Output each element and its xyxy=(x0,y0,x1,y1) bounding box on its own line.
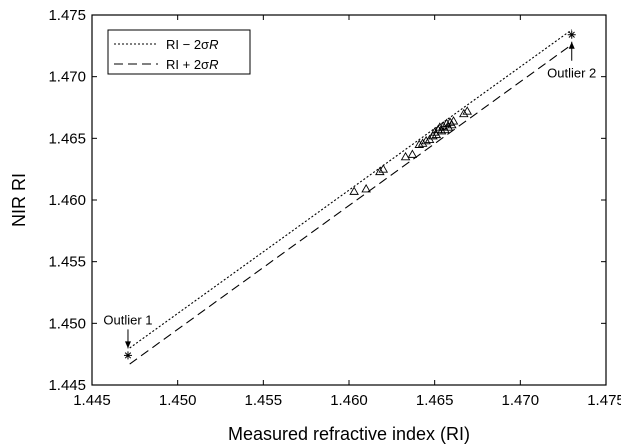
triangle-point xyxy=(440,124,450,134)
x-tick-label: 1.460 xyxy=(330,392,368,409)
y-axis-title: NIR RI xyxy=(9,173,29,227)
y-tick-label: 1.455 xyxy=(48,254,86,271)
triangle-point xyxy=(448,116,459,125)
triangle-point xyxy=(443,122,454,131)
series-line-dashed xyxy=(129,44,573,365)
x-tick-label: 1.470 xyxy=(502,392,540,409)
legend-box xyxy=(107,29,251,75)
series-line-dotted xyxy=(129,29,573,349)
y-tick-label: 1.470 xyxy=(48,69,86,86)
y-tick-label: 1.460 xyxy=(48,192,86,209)
x-tick-label: 1.465 xyxy=(416,392,454,409)
triangle-point xyxy=(436,126,447,135)
x-tick-label: 1.475 xyxy=(587,392,621,409)
legend-label-dotted: RI − 2σR xyxy=(166,37,218,52)
outlier-label: Outlier 2 xyxy=(547,66,596,81)
y-tick-label: 1.450 xyxy=(48,315,86,332)
outlier-arrowhead xyxy=(124,341,131,349)
y-tick-label: 1.475 xyxy=(48,7,86,24)
series-lines xyxy=(129,29,573,365)
triangle-point xyxy=(414,139,425,148)
triangle-point xyxy=(378,164,389,173)
y-tick-label: 1.465 xyxy=(48,130,86,147)
outliers: Outlier 1 Outlier 2 xyxy=(103,30,596,360)
triangle-point xyxy=(421,135,431,145)
y-tick-label: 1.445 xyxy=(48,377,86,394)
x-tick-label: 1.445 xyxy=(73,392,111,409)
outlier-marker xyxy=(123,351,132,360)
triangle-point xyxy=(459,108,469,118)
triangle-point xyxy=(400,151,411,161)
axis-ticks: 1.445 1.450 1.455 1.460 1.465 1.470 1.475 1.445… xyxy=(48,7,621,409)
triangle-point xyxy=(407,149,418,158)
triangle-point xyxy=(349,186,359,195)
triangle-point xyxy=(462,106,472,115)
outlier-label: Outlier 1 xyxy=(103,312,152,327)
outlier-marker xyxy=(567,30,576,39)
outlier-arrowhead xyxy=(568,41,575,49)
legend-label-dashed: RI + 2σR xyxy=(166,57,218,72)
x-tick-label: 1.450 xyxy=(159,392,197,409)
triangle-point xyxy=(375,166,385,176)
legend: RI − 2σR RI + 2σR xyxy=(107,29,251,75)
triangle-point xyxy=(361,183,371,193)
data-points xyxy=(349,106,472,195)
x-tick-label: 1.455 xyxy=(245,392,283,409)
x-axis-title: Measured refractive index (RI) xyxy=(228,424,470,444)
triangle-point xyxy=(417,138,428,147)
